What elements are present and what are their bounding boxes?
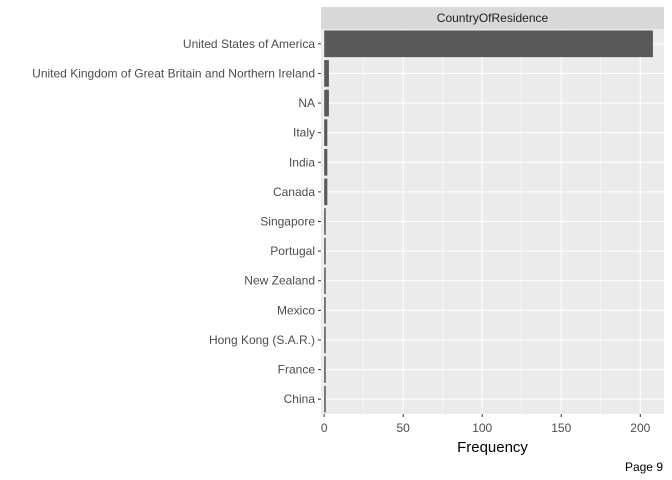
category-label: New Zealand xyxy=(244,274,315,288)
bar xyxy=(324,148,328,176)
bar xyxy=(324,89,329,117)
bars xyxy=(324,30,653,413)
category-label: China xyxy=(284,392,316,406)
x-tick-label: 200 xyxy=(630,421,650,435)
x-axis: 0 50 100 150 200 xyxy=(321,414,651,435)
bar xyxy=(324,60,329,87)
bar xyxy=(324,297,326,324)
category-label: NA xyxy=(298,96,315,110)
category-label: United Kingdom of Great Britain and Nort… xyxy=(32,66,315,80)
y-axis: United States of America United Kingdom o… xyxy=(32,37,321,406)
page-number: Page 9 xyxy=(625,460,663,474)
category-label: Portugal xyxy=(270,244,315,258)
category-label: Canada xyxy=(273,185,315,199)
category-label: Singapore xyxy=(260,215,315,229)
bar xyxy=(324,119,328,146)
x-axis-title: Frequency xyxy=(457,439,528,456)
x-tick-label: 50 xyxy=(397,421,411,435)
category-label: Hong Kong (S.A.R.) xyxy=(209,333,315,347)
bar xyxy=(324,385,326,413)
category-label: India xyxy=(289,155,315,169)
bar xyxy=(324,356,326,383)
category-label: United States of America xyxy=(183,37,315,51)
facet-label: CountryOfResidence xyxy=(437,11,549,25)
category-label: France xyxy=(278,363,316,377)
bar xyxy=(324,267,326,295)
bar xyxy=(324,30,653,58)
x-tick-label: 0 xyxy=(321,421,328,435)
category-label: Mexico xyxy=(277,303,315,317)
bar xyxy=(324,208,326,235)
strip-background xyxy=(321,7,664,29)
x-tick-label: 150 xyxy=(551,421,571,435)
bar xyxy=(324,237,326,265)
x-tick-label: 100 xyxy=(472,421,492,435)
bar xyxy=(324,178,328,206)
bar xyxy=(324,326,326,354)
category-label: Italy xyxy=(293,126,315,140)
